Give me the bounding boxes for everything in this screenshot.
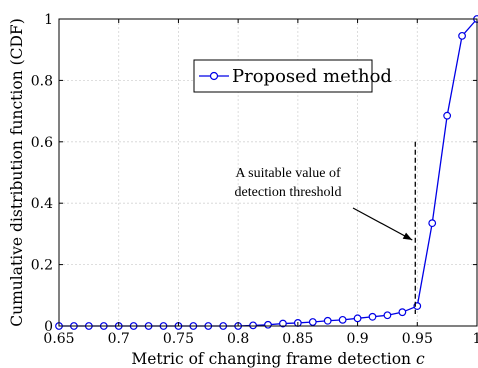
data-point (264, 320, 272, 329)
x-tick-label: 1 (473, 331, 478, 347)
x-tick-label: 0.8 (227, 331, 249, 347)
data-point (368, 312, 377, 321)
data-point (383, 311, 392, 320)
y-tick-label: 0.8 (31, 73, 53, 89)
x-axis-label: Metric of changing frame detection c (131, 350, 425, 368)
plot-area-frame (58, 18, 478, 327)
annotation-arrow (352, 207, 413, 241)
data-point (279, 319, 287, 328)
y-tick-label: 0 (44, 319, 53, 335)
x-tick-label: 0.95 (402, 331, 433, 347)
annotation-text-line-1: A suitable value of (235, 166, 341, 181)
y-tick-label: 1 (44, 12, 53, 28)
legend-marker-sample (209, 71, 219, 81)
data-point (398, 308, 407, 317)
annotation-text-line-2: detection threshold (235, 185, 342, 200)
data-point (323, 316, 332, 325)
axis-ticks: 0.65 0.7 0.75 0.8 0.85 0.9 0.95 1 0 0.2 0.4 0.6 0.8 1 (31, 12, 478, 347)
legend-entry-proposed-method: Proposed method (232, 66, 392, 87)
y-tick-label: 0.4 (31, 196, 53, 212)
data-point (428, 219, 437, 228)
legend: Proposed method (193, 59, 392, 93)
x-tick-label: 0.65 (43, 331, 74, 347)
x-tick-label: 0.85 (282, 331, 313, 347)
annotation-arrowhead (402, 232, 413, 240)
data-point (249, 321, 257, 330)
x-tick-label: 0.75 (163, 331, 194, 347)
x-tick-label: 0.9 (346, 331, 368, 347)
data-point (353, 314, 362, 323)
data-point (308, 318, 317, 326)
data-point (338, 315, 347, 324)
x-tick-label: 0.7 (108, 331, 130, 347)
y-tick-label: 0.6 (31, 135, 53, 151)
data-point (443, 111, 452, 120)
data-point (458, 31, 466, 40)
y-axis-label: Cumulative distribution function (CDF) (8, 18, 26, 326)
y-tick-label: 0.2 (31, 258, 53, 274)
